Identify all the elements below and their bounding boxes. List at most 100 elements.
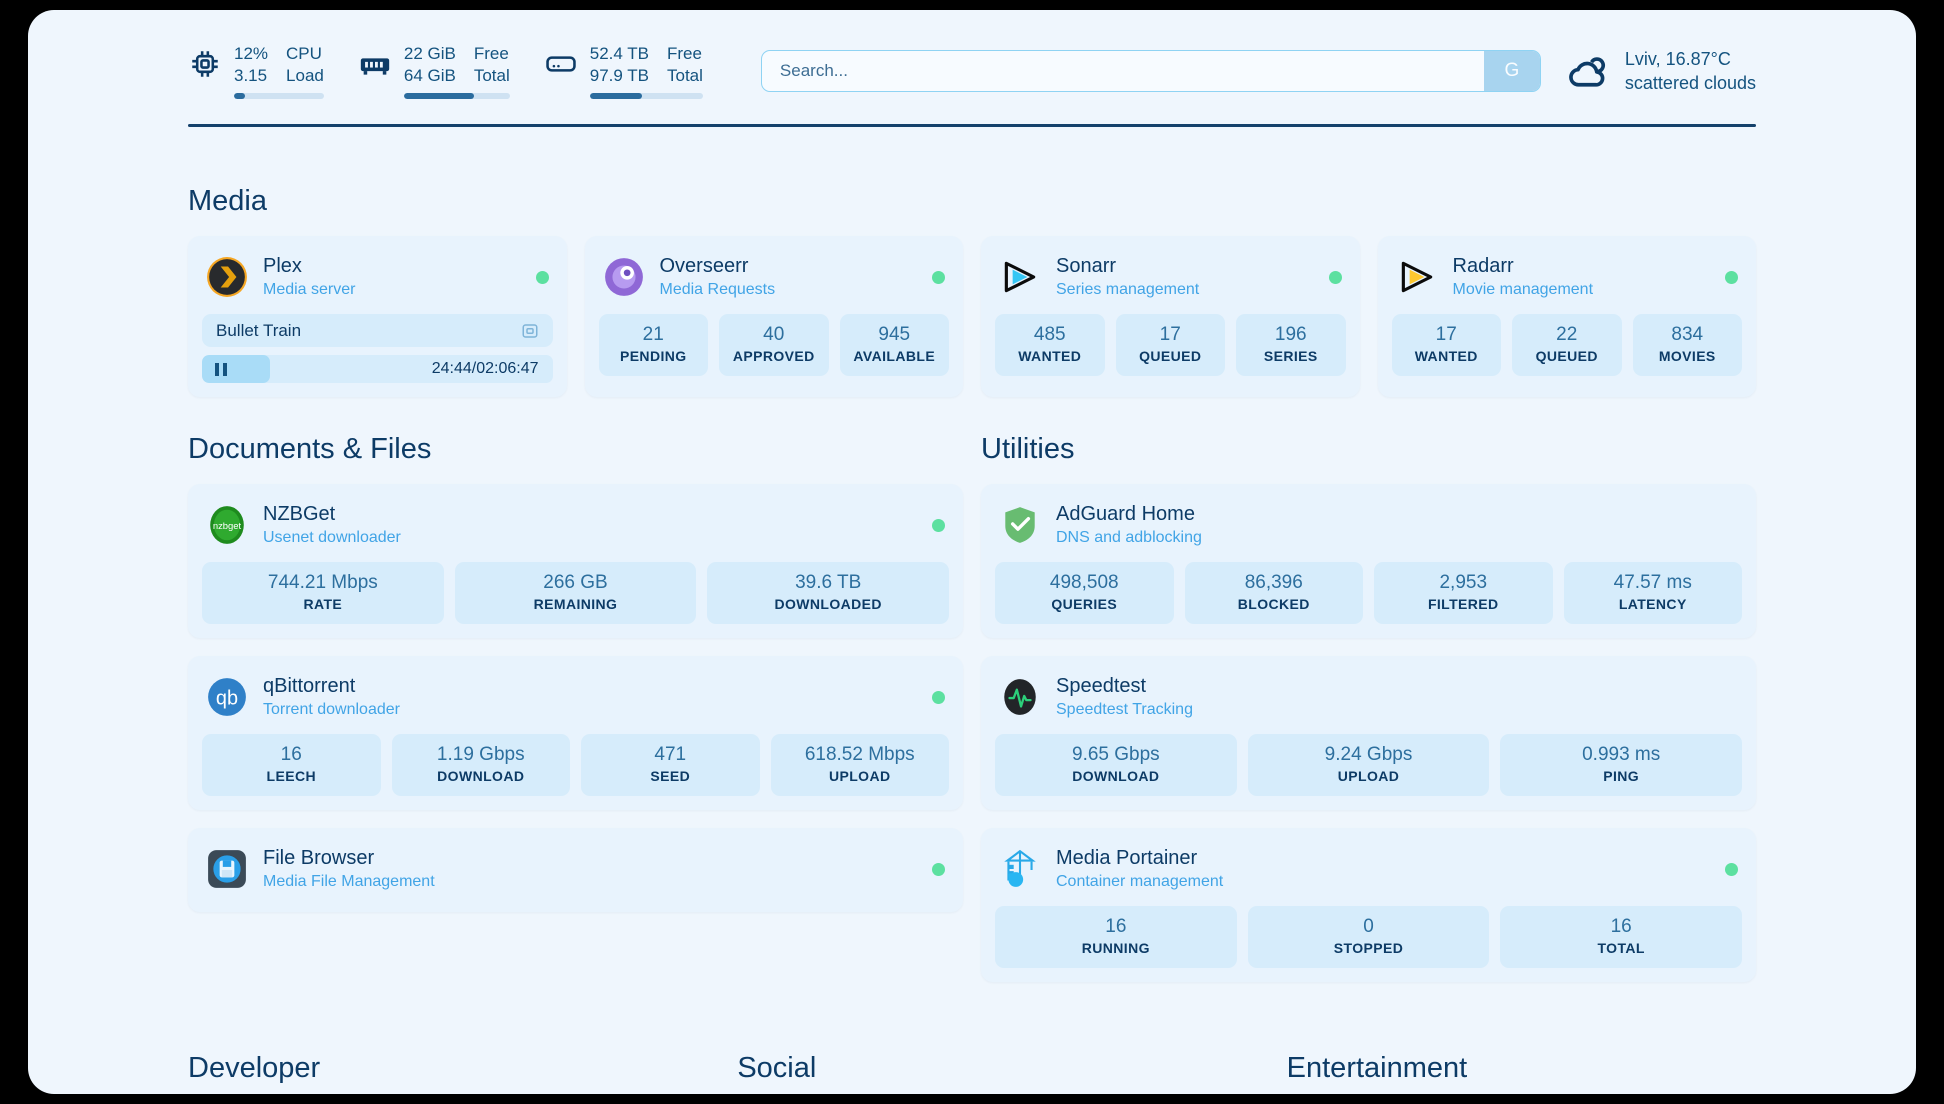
stat-label: SERIES bbox=[1263, 348, 1318, 364]
header-bar: 12% 3.15 CPU Load bbox=[28, 10, 1916, 102]
stat-row: 16 RUNNING 0 STOPPED 16 TOTAL bbox=[995, 906, 1743, 968]
service-card-sonarr[interactable]: Sonarr Series management 485 WANTED 17 Q… bbox=[981, 236, 1360, 397]
cast-icon[interactable] bbox=[521, 322, 539, 340]
stat-value: 22 bbox=[1556, 324, 1578, 345]
disk-icon bbox=[544, 47, 578, 81]
stat-value: 485 bbox=[1033, 324, 1066, 345]
service-name: Plex bbox=[263, 255, 302, 277]
stat-row: 16 LEECH 1.19 Gbps DOWNLOAD 471 SEED 6 bbox=[202, 734, 949, 796]
search-container: G bbox=[760, 50, 1541, 92]
stat-label: APPROVED bbox=[732, 348, 815, 364]
documents-section: Documents & Files nzbget NZBGet bbox=[188, 433, 963, 982]
svg-text:qb: qb bbox=[216, 687, 238, 709]
playback-progress-bar[interactable]: 24:44/02:06:47 bbox=[202, 355, 553, 383]
search-input[interactable] bbox=[761, 61, 1484, 81]
card-header: Overseerr Media Requests bbox=[599, 250, 950, 306]
ram-resource-widget: 22 GiB 64 GiB Free Total bbox=[358, 43, 510, 99]
cpu-icon bbox=[188, 47, 222, 81]
service-card-adguard-home[interactable]: AdGuard Home DNS and adblocking 498,508 … bbox=[981, 484, 1756, 638]
stat-value: 1.19 Gbps bbox=[436, 744, 525, 765]
stat-value: 744.21 Mbps bbox=[267, 572, 378, 593]
stat-value: 618.52 Mbps bbox=[804, 744, 915, 765]
stat-value: 834 bbox=[1671, 324, 1704, 345]
service-card-speedtest[interactable]: Speedtest Speedtest Tracking 9.65 Gbps D… bbox=[981, 656, 1756, 810]
stat-label: DOWNLOAD bbox=[437, 768, 525, 784]
stat-tile[interactable]: 485 WANTED bbox=[995, 314, 1105, 376]
service-card-plex[interactable]: Plex Media server Bullet Train bbox=[188, 236, 567, 397]
cpu-usage-value: 12% bbox=[234, 44, 269, 63]
search-box[interactable]: G bbox=[760, 50, 1541, 92]
disk-usage-bar bbox=[589, 93, 703, 99]
stat-tile[interactable]: 22 QUEUED bbox=[1512, 314, 1622, 376]
now-playing-row[interactable]: Bullet Train bbox=[202, 314, 553, 347]
stat-tile[interactable]: 9.65 Gbps DOWNLOAD bbox=[995, 734, 1237, 796]
disk-resource-widget: 52.4 TB 97.9 TB Free Total bbox=[544, 43, 703, 99]
service-card-media-portainer[interactable]: Media Portainer Container management 16 … bbox=[981, 828, 1756, 982]
service-name: AdGuard Home bbox=[1056, 503, 1195, 525]
stat-value: 16 bbox=[1105, 916, 1127, 937]
sonarr-icon bbox=[999, 256, 1041, 298]
stat-tile[interactable]: 2,953 FILTERED bbox=[1374, 562, 1553, 624]
stat-label: DOWNLOAD bbox=[1072, 768, 1160, 784]
stat-tile[interactable]: 47.57 ms LATENCY bbox=[1563, 562, 1742, 624]
file-browser-icon bbox=[206, 848, 248, 890]
stat-tile[interactable]: 834 MOVIES bbox=[1632, 314, 1742, 376]
stat-tile[interactable]: 0 STOPPED bbox=[1247, 906, 1490, 968]
service-name: qBittorrent bbox=[263, 675, 356, 697]
weather-location-temp: Lviv, 16.87°C bbox=[1624, 49, 1731, 69]
cpu-usage-bar bbox=[234, 93, 324, 99]
stat-tile[interactable]: 40 APPROVED bbox=[719, 314, 829, 376]
stat-tile[interactable]: 16 RUNNING bbox=[995, 906, 1237, 968]
stat-tile[interactable]: 744.21 Mbps RATE bbox=[202, 562, 444, 624]
stat-value: 86,396 bbox=[1244, 572, 1303, 593]
card-header: AdGuard Home DNS and adblocking bbox=[995, 498, 1742, 554]
cpu-load-label: Load bbox=[286, 66, 324, 85]
card-header: Radarr Movie management bbox=[1392, 250, 1743, 306]
bookmark-group-title: Developer bbox=[188, 1052, 321, 1084]
stat-tile[interactable]: 9.24 Gbps UPLOAD bbox=[1247, 734, 1490, 796]
ram-total-label: Total bbox=[473, 66, 510, 85]
service-name: Sonarr bbox=[1056, 255, 1117, 277]
service-subtitle: DNS and adblocking bbox=[1056, 529, 1202, 546]
service-card-overseerr[interactable]: Overseerr Media Requests 21 PENDING 40 A… bbox=[584, 236, 963, 397]
weather-widget: Lviv, 16.87°C scattered clouds bbox=[1565, 47, 1756, 95]
stat-tile[interactable]: 16 TOTAL bbox=[1500, 906, 1743, 968]
stat-tile[interactable]: 618.52 Mbps UPLOAD bbox=[770, 734, 949, 796]
stat-tile[interactable]: 17 WANTED bbox=[1391, 314, 1501, 376]
stat-tile[interactable]: 498,508 QUERIES bbox=[995, 562, 1174, 624]
pause-icon[interactable] bbox=[215, 362, 227, 376]
stat-tile[interactable]: 39.6 TB DOWNLOADED bbox=[707, 562, 950, 624]
bookmark-group-developer: Developer GH Github github.com SO StackO… bbox=[188, 1052, 657, 1094]
stat-tile[interactable]: 21 PENDING bbox=[598, 314, 708, 376]
service-card-nzbget[interactable]: nzbget NZBGet Usenet downloader 744.21 M… bbox=[188, 484, 963, 638]
portainer-icon bbox=[999, 848, 1041, 890]
service-card-file-browser[interactable]: File Browser Media File Management bbox=[188, 828, 963, 912]
overseerr-icon bbox=[603, 256, 645, 298]
stat-tile[interactable]: 86,396 BLOCKED bbox=[1184, 562, 1363, 624]
stat-value: 17 bbox=[1159, 324, 1181, 345]
utilities-section: Utilities AdGuard Home DNS and adblocki bbox=[981, 433, 1756, 982]
stat-tile[interactable]: 196 SERIES bbox=[1236, 314, 1346, 376]
stat-tile[interactable]: 471 SEED bbox=[581, 734, 760, 796]
stat-tile[interactable]: 266 GB REMAINING bbox=[454, 562, 697, 624]
stat-value: 0 bbox=[1363, 916, 1374, 937]
search-submit-button[interactable]: G bbox=[1483, 51, 1540, 91]
stat-label: BLOCKED bbox=[1237, 596, 1310, 612]
cloud-icon bbox=[1565, 49, 1609, 93]
playback-separator: / bbox=[471, 360, 477, 377]
service-name: NZBGet bbox=[263, 503, 336, 525]
stat-label: QUEUED bbox=[1535, 348, 1598, 364]
stat-tile[interactable]: 1.19 Gbps DOWNLOAD bbox=[391, 734, 570, 796]
stat-row: 17 WANTED 22 QUEUED 834 MOVIES bbox=[1391, 314, 1742, 376]
header-divider bbox=[188, 124, 1756, 127]
stat-tile[interactable]: 16 LEECH bbox=[202, 734, 381, 796]
service-card-radarr[interactable]: Radarr Movie management 17 WANTED 22 QUE… bbox=[1377, 236, 1756, 397]
stat-tile[interactable]: 945 AVAILABLE bbox=[839, 314, 949, 376]
stat-tile[interactable]: 0.993 ms PING bbox=[1500, 734, 1743, 796]
service-card-qbittorrent[interactable]: qb qBittorrent Torrent downloader 16 LEE… bbox=[188, 656, 963, 810]
media-card-grid: Plex Media server Bullet Train bbox=[188, 236, 1756, 397]
stat-label: DOWNLOADED bbox=[774, 596, 882, 612]
ram-total-value: 64 GiB bbox=[403, 66, 456, 85]
card-header: Plex Media server bbox=[202, 250, 553, 306]
stat-tile[interactable]: 17 QUEUED bbox=[1115, 314, 1225, 376]
